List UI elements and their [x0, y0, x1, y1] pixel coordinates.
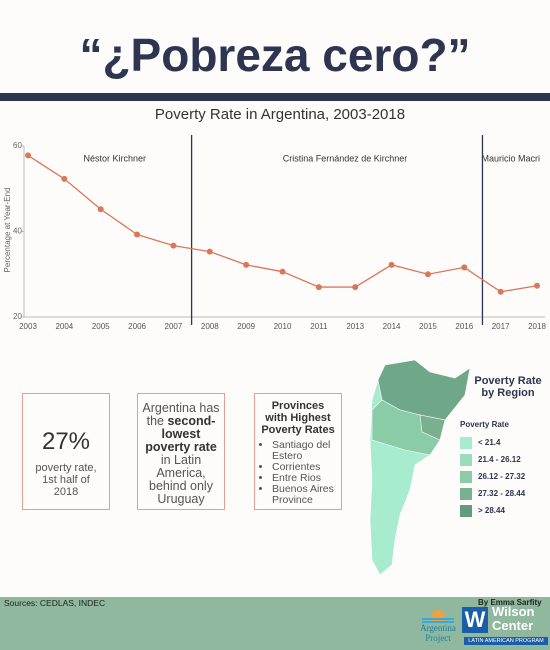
x-tick-label: 2004 [55, 322, 73, 331]
x-tick-label: 2010 [274, 322, 292, 331]
map-title: Poverty Rate by Region [474, 375, 542, 399]
period-label: Néstor Kirchner [84, 153, 147, 163]
x-tick-label: 2013 [346, 322, 364, 331]
logo-argentina: Argentina Project [420, 623, 456, 643]
x-tick-label: 2003 [19, 322, 37, 331]
y-tick-label: 40 [13, 227, 22, 236]
x-tick-label: 2007 [165, 322, 183, 331]
point [61, 175, 68, 182]
legend-item: 27.32 - 28.44 [460, 485, 525, 502]
legend: < 21.4 21.4 - 26.12 26.12 - 27.32 27.32 - 2… [460, 434, 525, 519]
point [170, 242, 177, 249]
legend-label: < 21.4 [478, 438, 501, 447]
byline: By Emma Sarfity [478, 598, 542, 607]
chart-title: Poverty Rate in Argentina, 2003-2018 [155, 106, 405, 123]
y-tick-label: 20 [13, 312, 22, 321]
legend-swatch [460, 436, 472, 449]
logo-w: W [462, 607, 488, 633]
region [419, 414, 446, 441]
main-title: “¿Pobreza cero?” [79, 29, 471, 81]
point [134, 231, 141, 238]
point [243, 261, 250, 268]
rank-bold: second-lowest poverty rate [145, 414, 217, 454]
footer: Sources: CEDLAS, INDEC By Emma Sarfity A… [0, 597, 550, 650]
x-tick-label: 2014 [383, 322, 401, 331]
legend-label: > 28.44 [478, 506, 505, 515]
point [206, 248, 213, 255]
stripe [422, 618, 454, 620]
legend-label: 21.4 - 26.12 [478, 455, 521, 464]
x-tick-label: 2016 [455, 322, 473, 331]
x-tick-label: 2005 [92, 322, 110, 331]
sources: Sources: CEDLAS, INDEC [4, 598, 106, 608]
rank-text: Argentina has the [142, 401, 220, 428]
x-tick-label: 2009 [237, 322, 255, 331]
point [97, 206, 104, 213]
map [369, 359, 471, 576]
provinces-title: Provinces with Highest Poverty Rates [261, 400, 335, 436]
rank-text: in Latin America, behind only Uruguay [149, 453, 213, 506]
point [388, 261, 395, 268]
period-label: Cristina Fernández de Kirchner [283, 153, 408, 163]
line-chart: Poverty Rate in Argentina, 2003-2018 Per… [3, 106, 546, 331]
stat-value: 27% [41, 428, 91, 455]
x-tick-label: 2015 [419, 322, 437, 331]
stat-caption: poverty rate, 1st half of 2018 [35, 462, 97, 498]
x-tick-label: 2018 [528, 322, 546, 331]
x-tick-label: 2011 [310, 322, 328, 331]
legend-label: 27.32 - 28.44 [478, 489, 526, 498]
point [424, 271, 431, 278]
legend-item: 26.12 - 27.32 [460, 468, 525, 485]
province: Entre Rios [272, 473, 336, 484]
point [534, 282, 540, 289]
region [377, 359, 471, 421]
x-tick-label: 2008 [201, 322, 219, 331]
region [371, 399, 446, 456]
province: Corrientes [272, 462, 336, 473]
province: Santiago del Estero [272, 440, 336, 462]
point [352, 284, 359, 291]
provinces-box: Provinces with Highest Poverty Rates San… [254, 393, 342, 510]
x-tick-label: 2006 [128, 322, 146, 331]
rank-box: Argentina has the second-lowest poverty … [137, 393, 225, 510]
legend-swatch [460, 453, 472, 466]
title-bar [0, 93, 550, 101]
legend-item: > 28.44 [460, 502, 525, 519]
period-label: Mauricio Macri [481, 153, 540, 163]
province: Buenos Aires Province [272, 484, 336, 506]
point [315, 284, 322, 291]
legend-swatch [460, 470, 472, 483]
x-tick-label: 2017 [492, 322, 510, 331]
y-tick-label: 60 [13, 141, 22, 150]
legend-label: 26.12 - 27.32 [478, 472, 526, 481]
logo-sub: LATIN AMERICAN PROGRAM [464, 637, 548, 645]
legend-swatch [460, 504, 472, 517]
legend-title: Poverty Rate [460, 420, 509, 429]
stat-box: 27% poverty rate, 1st half of 2018 [22, 393, 110, 510]
logo-wilson: Wilson Center [492, 604, 535, 633]
y-axis-label: Percentage at Year-End [3, 188, 12, 273]
point [25, 152, 31, 159]
stripe [422, 621, 454, 623]
legend-item: < 21.4 [460, 434, 525, 451]
sun-icon [422, 610, 454, 623]
point [279, 268, 286, 275]
legend-item: 21.4 - 26.12 [460, 451, 525, 468]
point [497, 288, 504, 295]
provinces-list: Santiago del EsteroCorrientesEntre RiosB… [260, 440, 336, 506]
point [461, 264, 468, 271]
legend-swatch [460, 487, 472, 500]
